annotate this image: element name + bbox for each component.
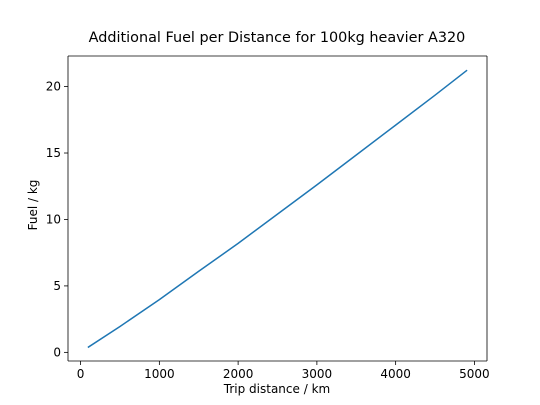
chart-title: Additional Fuel per Distance for 100kg h… <box>89 30 466 46</box>
x-tick-label: 3000 <box>302 367 333 381</box>
x-tick-label: 0 <box>77 367 85 381</box>
y-tick-label: 10 <box>46 212 61 226</box>
x-tick-label: 2000 <box>223 367 254 381</box>
axes-layer <box>67 55 488 362</box>
series-layer <box>87 69 468 349</box>
x-tick-label: 5000 <box>459 367 490 381</box>
y-tick-label: 0 <box>53 345 61 359</box>
plot-area <box>68 56 487 361</box>
y-tick-label: 20 <box>46 80 61 94</box>
x-axis-label: Trip distance / km <box>223 382 330 396</box>
plot-background <box>68 56 487 361</box>
series-line-0 <box>87 69 468 349</box>
x-tick-label: 4000 <box>380 367 411 381</box>
ticks-layer: 0 1000 2000 3000 4000 5000 0 5 10 15 20 <box>46 80 490 381</box>
y-tick-label: 5 <box>53 279 61 293</box>
y-tick-label: 15 <box>46 146 61 160</box>
x-tick-label: 1000 <box>144 367 175 381</box>
y-axis-label: Fuel / kg <box>26 180 40 231</box>
